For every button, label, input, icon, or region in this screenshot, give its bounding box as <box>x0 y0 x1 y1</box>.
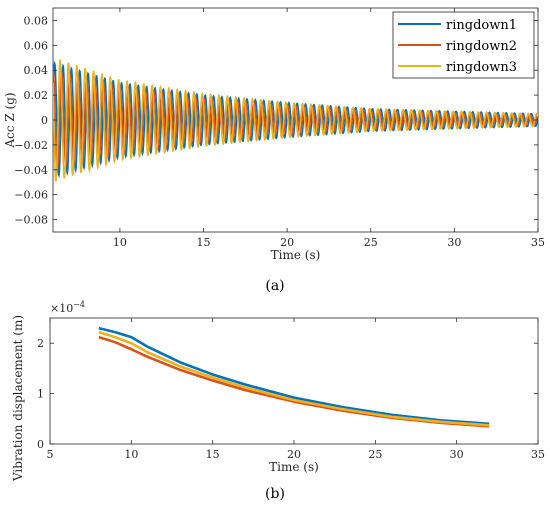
chart-b-x-axis-label: Time (s) <box>269 460 319 474</box>
chart-a-y-tick-label: −0.02 <box>14 139 48 152</box>
chart-a-x-tick-label: 15 <box>197 236 211 249</box>
chart-a-x-tick-label: 20 <box>280 236 294 249</box>
chart-b-x-tick-label: 5 <box>47 448 54 461</box>
chart-a-y-tick-label: 0 <box>41 114 48 127</box>
chart-a-legend: ringdown1 ringdown2 ringdown3 <box>392 11 535 79</box>
chart-a-x-axis-label: Time (s) <box>271 248 321 262</box>
chart-b-y-tick-label: 2 <box>37 337 44 350</box>
chart-b-y-axis-label: Vibration displacement (m) <box>11 315 25 482</box>
chart-a-y-tick-label: −0.08 <box>14 214 48 227</box>
chart-a-y-tick-label: 0.04 <box>24 64 49 77</box>
chart-b-series-line-3 <box>98 330 490 427</box>
chart-b-y-tick-label: 0 <box>37 438 44 451</box>
chart-a-y-tick-label: 0.08 <box>24 14 49 27</box>
chart-b-x-tick-label: 20 <box>287 448 301 461</box>
chart-a-legend-label-3: ringdown3 <box>446 60 517 75</box>
chart-b-x-tick-label: 25 <box>368 448 382 461</box>
chart-a: 10 15 20 25 30 35 −0.08 −0.06 −0.04 −0.02 0 0.02 0.0… <box>3 7 545 294</box>
chart-b-series-group <box>98 326 490 428</box>
chart-b: 5 10 15 20 25 30 35 0 1 2 ×10−4 Time (s) Vibratio… <box>11 300 545 502</box>
chart-a-y-axis-label: Acc Z (g) <box>3 92 17 148</box>
chart-b-x-tick-label: 30 <box>450 448 464 461</box>
chart-b-x-tick-label: 15 <box>206 448 220 461</box>
chart-a-caption: (a) <box>265 278 284 294</box>
chart-a-legend-label-2: ringdown2 <box>446 39 517 54</box>
chart-a-legend-label-1: ringdown1 <box>446 18 517 33</box>
chart-b-series-line-1 <box>98 326 490 426</box>
chart-b-y-exponent-base: ×10 <box>50 302 73 315</box>
chart-b-y-exponent: ×10−4 <box>50 300 85 315</box>
chart-b-x-tick-label: 10 <box>124 448 138 461</box>
chart-a-y-tick-label: −0.04 <box>14 164 48 177</box>
chart-a-y-tick-label: −0.06 <box>14 189 48 202</box>
chart-a-y-tick-label: 0.06 <box>24 39 49 52</box>
chart-b-x-tick-label: 35 <box>531 448 545 461</box>
chart-a-axes: 10 15 20 25 30 35 −0.08 −0.06 −0.04 −0.02 0 0.02 0.0… <box>14 8 545 249</box>
chart-a-x-tick-label: 35 <box>531 236 545 249</box>
chart-a-x-tick-label: 10 <box>113 236 127 249</box>
chart-b-y-tick-label: 1 <box>37 388 44 401</box>
chart-a-series-line-3 <box>53 58 538 182</box>
chart-b-y-exponent-power: −4 <box>73 300 85 309</box>
chart-a-x-tick-label: 30 <box>447 236 461 249</box>
chart-b-axes: 5 10 15 20 25 30 35 0 1 2 <box>37 318 545 461</box>
chart-b-caption: (b) <box>265 486 285 502</box>
chart-a-series-group <box>53 58 538 182</box>
chart-a-y-tick-label: 0.02 <box>24 89 49 102</box>
chart-a-x-tick-label: 25 <box>364 236 378 249</box>
